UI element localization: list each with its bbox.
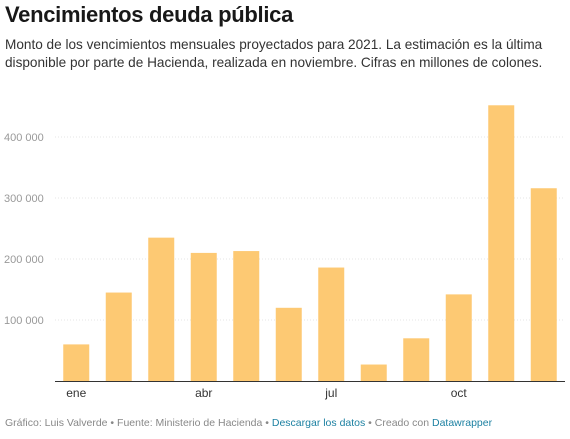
- bar-oct: [445, 294, 472, 381]
- download-data-link[interactable]: Descargar los datos: [271, 417, 366, 429]
- axes: 100 000 200 000 300 000 400 000 ene abr jul oct: [4, 132, 565, 400]
- bar-dic: [530, 188, 557, 381]
- bar-sep: [403, 338, 430, 381]
- bar-jun: [275, 307, 302, 381]
- footer-credit: Gráfico: Luis Valverde • Fuente: Ministe…: [5, 417, 272, 429]
- bar-nov: [488, 105, 515, 381]
- bar-ago: [360, 364, 387, 381]
- x-tick-label: abr: [195, 386, 212, 400]
- y-tick-label: 200 000: [4, 254, 44, 266]
- datawrapper-link[interactable]: Datawrapper: [431, 417, 493, 429]
- bar-may: [233, 251, 260, 381]
- y-tick-label: 400 000: [4, 132, 44, 144]
- grid-lines: [55, 136, 565, 321]
- chart-title: Vencimientos deuda pública: [5, 2, 294, 27]
- bar-ene: [63, 344, 90, 381]
- footer-created: • Creado con: [365, 417, 432, 429]
- x-tick-label: jul: [324, 386, 337, 400]
- chart-footer: Gráfico: Luis Valverde • Fuente: Ministe…: [5, 417, 492, 429]
- bars: [63, 105, 557, 381]
- x-tick-label: ene: [66, 386, 86, 400]
- bar-mar: [148, 237, 175, 381]
- y-tick-label: 300 000: [4, 193, 44, 205]
- bar-chart: 100 000 200 000 300 000 400 000 ene abr jul oct: [4, 105, 565, 400]
- bar-abr: [190, 252, 217, 381]
- bar-feb: [105, 292, 132, 381]
- x-tick-label: oct: [451, 386, 468, 400]
- bar-jul: [318, 267, 345, 381]
- chart-subtitle: Monto de los vencimientos mensuales proy…: [5, 37, 543, 70]
- y-tick-label: 100 000: [4, 315, 44, 327]
